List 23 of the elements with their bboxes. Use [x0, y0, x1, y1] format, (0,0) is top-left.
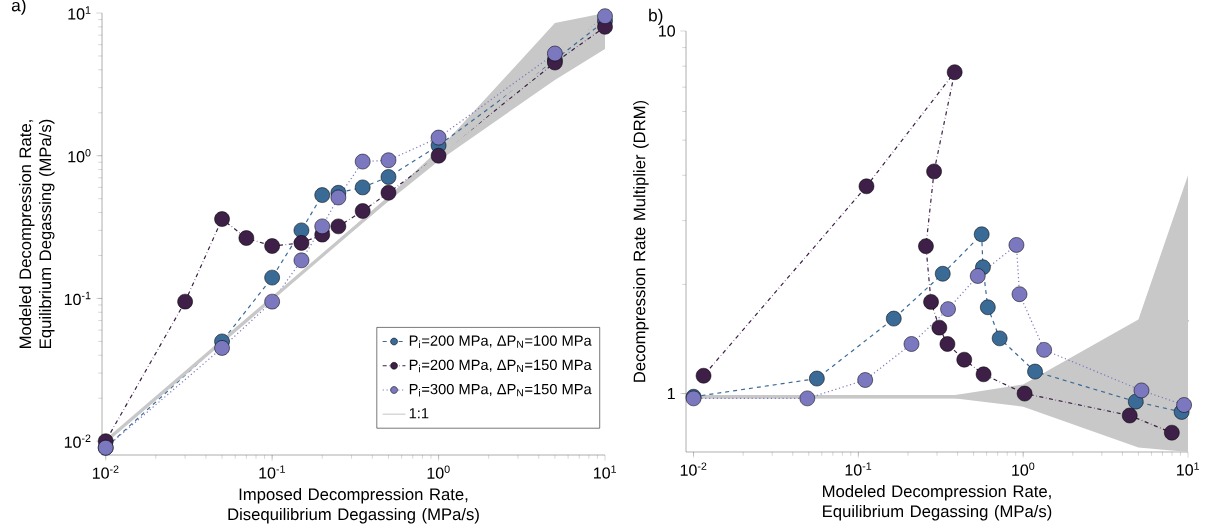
x-tick-label: 10$^{1}$ [594, 465, 617, 479]
x-tick-label: 10$^{-2}$ [680, 462, 707, 476]
y-tick-label: 10$^{-2}$ [64, 434, 91, 448]
x-axis-title: Imposed Decompression Rate, Disequilibrium Degassing (MPa/s) [228, 487, 479, 524]
x-tick-label: 10$^{-2}$ [92, 465, 119, 479]
x-tick-label: 10$^{-1}$ [845, 462, 872, 476]
y-tick-label: 10$^{1}$ [68, 6, 91, 20]
x-tick-label: 10$^{0}$ [427, 465, 450, 479]
y-axis-title: Decompression Rate Multiplier (DRM) [633, 100, 649, 382]
x-tick-label: 10$^{-1}$ [259, 465, 285, 479]
legend-label: P$_{i}$=200 MPa, ΔP$_{N}$=150 MPa [409, 359, 592, 373]
x-tick-label: 10$^{0}$ [1012, 462, 1035, 476]
y-tick-label: 10$^{-1}$ [64, 291, 91, 306]
y-tick-label: 10$^{0}$ [68, 149, 91, 163]
y-axis-title: Modeled Decompression Rate, Equilibrium Degassing (MPa/s) [18, 119, 55, 348]
legend-label: 1:1 [409, 408, 429, 419]
x-axis-title: Modeled Decompression Rate, Equilibrium Degassing (MPa/s) [823, 484, 1052, 521]
y-tick-label: 1 [667, 388, 675, 400]
x-tick-label: 10$^{1}$ [1177, 462, 1200, 476]
legend-label: P$_{i}$=300 MPa, ΔP$_{N}$=150 MPa [409, 383, 592, 397]
legend-label: P$_{i}$=200 MPa, ΔP$_{N}$=100 MPa [409, 335, 592, 349]
chart-title: b) [649, 8, 663, 25]
y-tick-label: 10 [659, 25, 675, 37]
